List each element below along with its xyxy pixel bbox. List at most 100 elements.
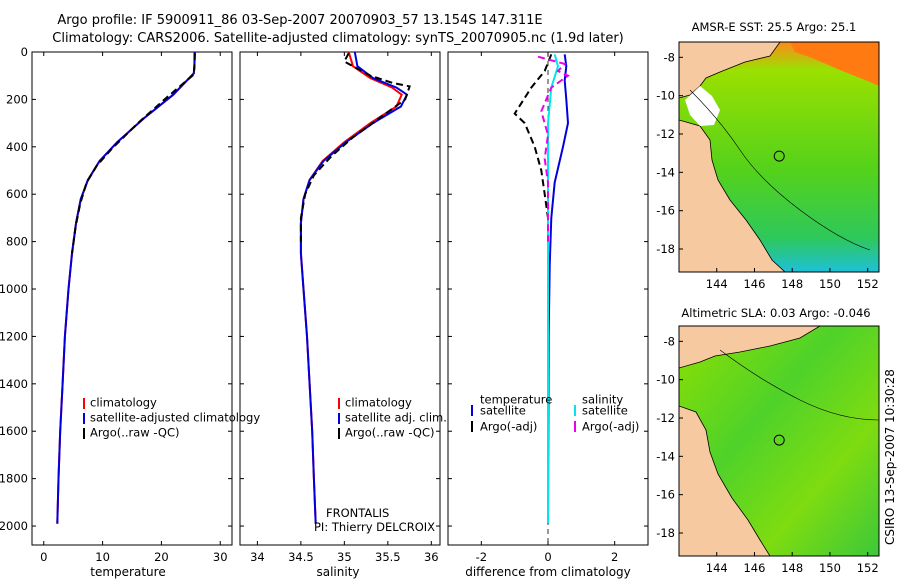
map-xtick-label: 148: [781, 277, 803, 291]
ytick-label: 1200: [0, 329, 28, 343]
sst-missing-data: [685, 86, 720, 126]
map-ytick-label: -14: [656, 165, 675, 179]
sla-map-frame: [678, 325, 880, 557]
series-line-satellite: [56, 51, 196, 524]
map-xtick-label: 150: [819, 561, 841, 575]
legend-label-satellite: satellite-adjusted climatology: [90, 411, 260, 425]
sla-map-axes: 144 146 148 150 152 -8 -10 -12 -14 -16 -18: [656, 334, 878, 575]
legend-header-temperature: temperature: [480, 393, 552, 407]
legend-label-sal-satellite: satellite: [582, 404, 628, 418]
salinity-legend: climatology satellite adj. clim. Argo(..…: [338, 396, 447, 440]
series-line-salinity-argo: [537, 55, 570, 242]
temperature-xlabel: temperature: [90, 565, 165, 579]
map-xtick-label: 150: [819, 277, 841, 291]
sla-map-panel: Altimetric SLA: 0.03 Argo: -0.046 144 146…: [656, 306, 880, 575]
series-line-temperature-satellite: [547, 54, 570, 524]
sla-argo-marker: [773, 434, 785, 446]
sla-contour: [719, 349, 879, 421]
temperature-axes-frame: [31, 51, 233, 546]
ytick-label: 1000: [0, 282, 28, 296]
ytick-label: 1400: [0, 377, 28, 391]
sla-map-title: Altimetric SLA: 0.03 Argo: -0.046: [681, 306, 870, 320]
difference-series: [513, 54, 570, 524]
ytick-label: 600: [6, 187, 28, 201]
difference-yaxis: [448, 51, 648, 527]
xtick-label: 34: [250, 550, 265, 564]
map-ytick-label: -8: [664, 50, 675, 64]
sst-argo-marker: [773, 150, 785, 162]
map-xtick-label: 146: [743, 277, 765, 291]
map-xtick-label: 146: [743, 561, 765, 575]
map-xtick-label: 144: [706, 277, 728, 291]
ytick-label: 1800: [0, 472, 28, 486]
legend-header-salinity: salinity: [582, 393, 623, 407]
sla-map-field: [679, 326, 879, 556]
salinity-xlabel: salinity: [316, 565, 359, 579]
xtick-label: 0: [544, 550, 551, 564]
ytick-label: 1600: [0, 424, 28, 438]
xtick-label: 35: [337, 550, 352, 564]
legend-label-argo: Argo(..raw -QC): [345, 426, 435, 440]
temperature-series: [56, 51, 196, 524]
legend-label-argo: Argo(..raw -QC): [90, 426, 180, 440]
series-line-climatology: [299, 51, 403, 524]
ytick-label: 800: [6, 235, 28, 249]
xtick-label: 34.5: [288, 550, 314, 564]
map-xtick-label: 148: [781, 561, 803, 575]
sla-land-south: [679, 405, 771, 556]
map-xtick-label: 152: [857, 277, 879, 291]
sst-land-south: [679, 119, 786, 272]
temperature-panel: 0 200 400 600 800 1000 1200 1400 1600 1800 2000 0 1…: [0, 45, 260, 579]
salinity-yaxis: [240, 51, 440, 527]
xtick-label: 35.5: [375, 550, 401, 564]
salinity-panel: 34 34.5 35 35.5 36 salinity climatology sate…: [239, 51, 447, 579]
map-xtick-label: 144: [706, 561, 728, 575]
series-line-salinity-satellite: [547, 54, 560, 524]
ytick-label: 2000: [0, 519, 28, 533]
map-ytick-label: -14: [656, 449, 675, 463]
xtick-label: -2: [476, 550, 487, 564]
temperature-legend: climatology satellite-adjusted climatolo…: [83, 396, 260, 440]
map-ytick-label: -8: [664, 334, 675, 348]
series-line-argo: [299, 52, 411, 242]
legend-label-satellite: satellite adj. clim.: [345, 411, 447, 425]
legend-label-temp-satellite: satellite: [480, 404, 526, 418]
sst-map-axes: 144 146 148 150 152 -8 -10 -12 -14 -16 -18: [656, 50, 878, 291]
figure-title-line1: Argo profile: IF 5900911_86 03-Sep-2007 …: [57, 13, 542, 28]
salinity-axes-frame: [239, 51, 441, 546]
xtick-label: 20: [154, 550, 169, 564]
difference-legend: temperature satellite Argo(-adj) salinit…: [471, 393, 639, 434]
sst-contour: [689, 89, 871, 251]
legend-label-climatology: climatology: [345, 396, 412, 410]
salinity-series: [299, 51, 411, 524]
difference-panel: -2 0 2 difference from climatology tempera…: [447, 51, 649, 579]
legend-label-climatology: climatology: [90, 396, 157, 410]
ytick-label: 200: [6, 92, 28, 106]
xtick-label: 10: [95, 550, 110, 564]
xtick-label: 30: [213, 550, 228, 564]
map-ytick-label: -18: [656, 242, 675, 256]
salinity-xaxis: 34 34.5 35 35.5 36: [250, 52, 439, 564]
xtick-label: 2: [611, 550, 618, 564]
map-ytick-label: -12: [656, 411, 675, 425]
map-ytick-label: -16: [656, 488, 675, 502]
map-ytick-label: -10: [656, 373, 675, 387]
annotation-frontalis: FRONTALIS: [326, 506, 389, 520]
sst-map-title: AMSR-E SST: 25.5 Argo: 25.1: [692, 20, 857, 34]
sst-land-north: [679, 42, 781, 99]
map-ytick-label: -12: [656, 127, 675, 141]
temperature-xaxis: 0 10 20 30: [40, 52, 228, 564]
legend-label-sal-argo: Argo(-adj): [582, 420, 639, 434]
map-ytick-label: -16: [656, 204, 675, 218]
series-line-argo: [71, 53, 196, 254]
ytick-label: 0: [21, 45, 28, 59]
series-line-climatology: [56, 52, 196, 524]
series-line-temperature-argo: [513, 54, 553, 254]
sst-map-field: [679, 42, 879, 272]
sst-map-panel: AMSR-E SST: 25.5 Argo: 25.1 144 146 148 150…: [656, 20, 880, 291]
side-stamp: CSIRO 13-Sep-2007 10:30:28: [883, 369, 897, 545]
difference-xlabel: difference from climatology: [465, 565, 631, 579]
ytick-label: 400: [6, 140, 28, 154]
legend-label-temp-argo: Argo(-adj): [480, 420, 537, 434]
